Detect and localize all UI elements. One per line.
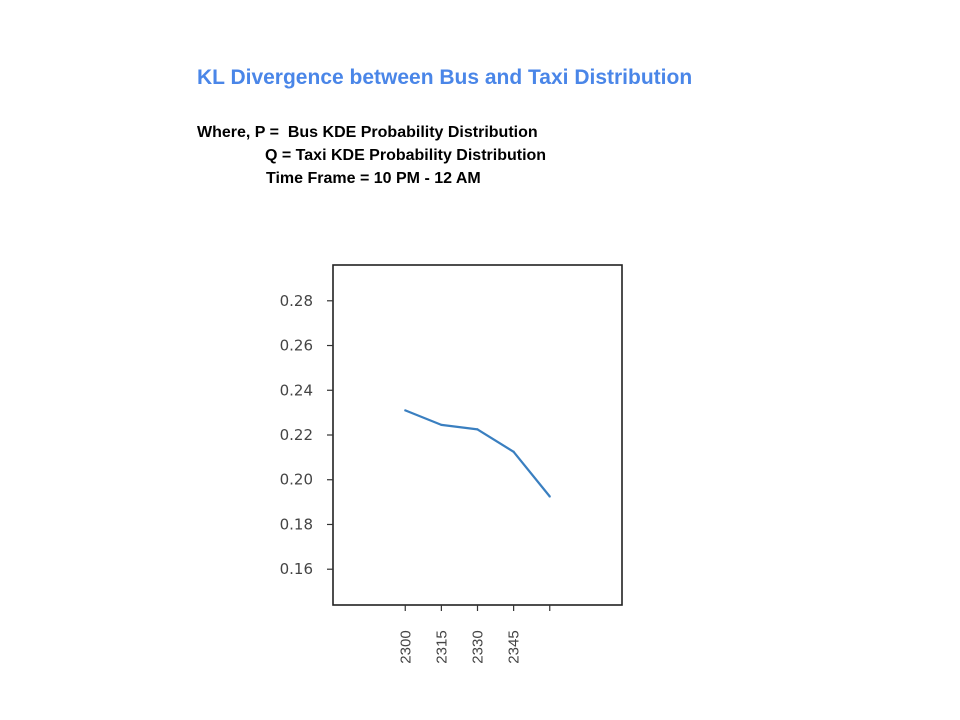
data-point <box>440 423 443 427</box>
y-tick-label: 0.26 <box>280 337 313 355</box>
x-tick-label: 2300 <box>397 630 414 663</box>
y-tick-label: 0.22 <box>280 426 313 444</box>
y-tick-label: 0.28 <box>280 292 313 310</box>
data-point <box>476 428 479 431</box>
y-tick-label: 0.18 <box>280 515 313 533</box>
plot-frame <box>332 264 623 606</box>
kl-divergence-chart: 0.16 0.18 0.20 0.22 0.24 0.26 0.28 2300 2315 2330… <box>280 264 623 664</box>
y-tick-label: 0.20 <box>280 471 313 489</box>
definition-q: Q = Taxi KDE Probability Distribution <box>265 147 547 164</box>
definition-p: Where, P = Bus KDE Probability Distribut… <box>197 124 538 141</box>
data-point <box>512 450 515 453</box>
plot-group: 0.16 0.18 0.20 0.22 0.24 0.26 0.28 2300 2315 2330… <box>280 264 623 664</box>
data-point <box>404 409 407 412</box>
y-tick-label: 0.16 <box>280 560 313 578</box>
kl-divergence-line <box>404 409 551 498</box>
x-tick-label: 2315 <box>433 630 450 663</box>
data-point <box>548 495 551 498</box>
y-tick-label: 0.24 <box>280 381 313 399</box>
x-tick-label: 2345 <box>506 630 523 663</box>
x-tick-label: 2330 <box>470 630 487 663</box>
slide-title: KL Divergence between Bus and Taxi Distr… <box>197 66 693 89</box>
definition-time-frame: Time Frame = 10 PM - 12 AM <box>266 170 481 187</box>
